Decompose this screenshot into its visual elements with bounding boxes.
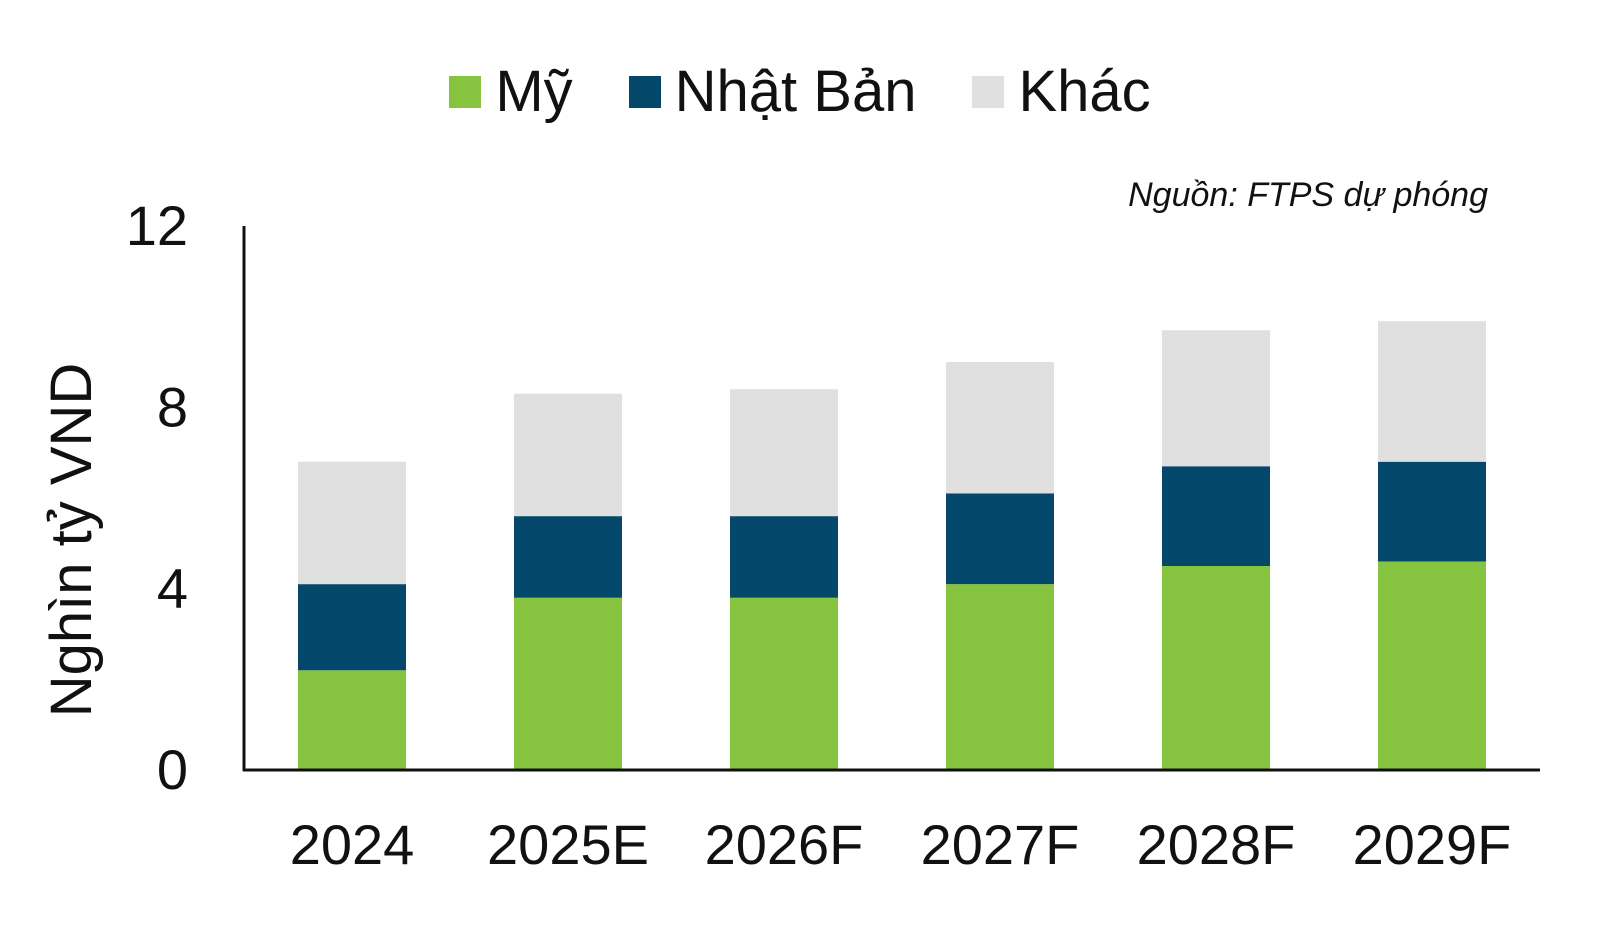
bar-2029f-series-1 <box>1378 461 1486 562</box>
legend-label-my: Mỹ <box>495 59 573 124</box>
bar-2028f-series-2 <box>1162 330 1270 467</box>
x-tick-label-3: 2027F <box>921 813 1080 876</box>
bar-2028f-series-0 <box>1162 566 1270 770</box>
bar-2024-series-0 <box>298 670 406 770</box>
source-note: Nguồn: FTPS dự phóng <box>1128 176 1488 214</box>
x-tick-label-0: 2024 <box>290 813 415 876</box>
legend: Mỹ Nhật Bản Khác <box>0 52 1600 132</box>
bar-2025e-series-2 <box>514 393 622 517</box>
legend-swatch-nhat-ban <box>628 76 661 108</box>
bar-2024-series-1 <box>298 584 406 671</box>
x-tick-label-4: 2028F <box>1137 813 1296 876</box>
x-tick-label-5: 2029F <box>1353 813 1512 876</box>
bar-2026f-series-1 <box>730 516 838 598</box>
bar-2029f-series-0 <box>1378 561 1486 770</box>
y-tick-label-0: 0 <box>157 738 188 801</box>
bar-2029f-series-2 <box>1378 321 1486 462</box>
bar-2026f-series-0 <box>730 597 838 770</box>
y-tick-label-2: 8 <box>157 375 188 438</box>
legend-label-nhat-ban: Nhật Bản <box>674 59 917 124</box>
y-tick-label-3: 12 <box>126 194 188 257</box>
bar-2025e-series-1 <box>514 516 622 598</box>
bar-2027f-series-0 <box>946 584 1054 770</box>
bar-2024-series-2 <box>298 461 406 585</box>
y-tick-label-1: 4 <box>157 557 188 620</box>
bar-2027f-series-2 <box>946 362 1054 494</box>
legend-item-khac: Khác <box>972 59 1151 124</box>
bar-2027f-series-1 <box>946 493 1054 585</box>
legend-item-my: Mỹ <box>449 59 573 124</box>
bar-2026f-series-2 <box>730 389 838 517</box>
x-tick-label-1: 2025E <box>487 813 649 876</box>
legend-swatch-khac <box>972 76 1005 108</box>
legend-label-khac: Khác <box>1018 59 1151 124</box>
legend-item-nhat-ban: Nhật Bản <box>628 59 917 124</box>
legend-swatch-my <box>449 76 482 108</box>
bar-2028f-series-1 <box>1162 466 1270 566</box>
bar-2025e-series-0 <box>514 597 622 770</box>
x-tick-label-2: 2026F <box>705 813 864 876</box>
